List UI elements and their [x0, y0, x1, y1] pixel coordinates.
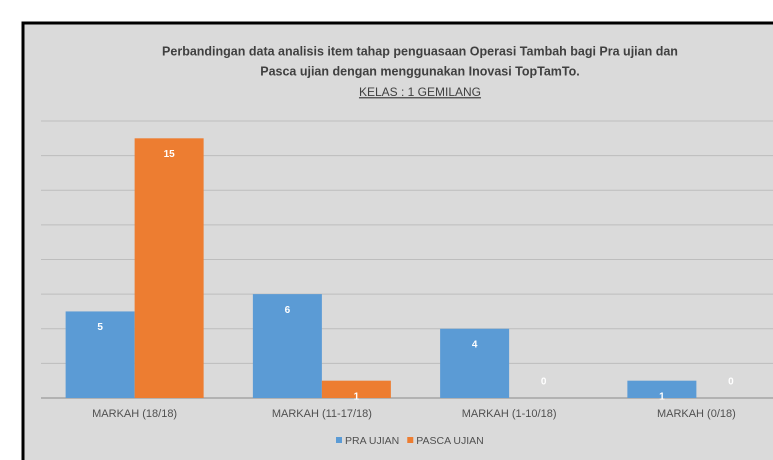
- x-tick-label: MARKAH (0/18): [657, 408, 736, 420]
- x-tick-label: MARKAH (1-10/18): [462, 408, 557, 420]
- x-tick-label: MARKAH (11-17/18): [272, 408, 372, 420]
- bar: [134, 138, 204, 398]
- bar: [440, 328, 510, 398]
- data-label: 15: [164, 149, 176, 160]
- bar: [252, 294, 322, 398]
- bar: [321, 380, 391, 398]
- data-label: 1: [354, 391, 360, 402]
- legend-label: PRA UJIAN: [345, 435, 399, 447]
- bar: [627, 380, 697, 398]
- data-label: 0: [541, 377, 547, 388]
- data-label: 5: [97, 322, 103, 333]
- data-label: 4: [472, 339, 478, 350]
- x-tick-label: MARKAH (18/18): [92, 408, 177, 420]
- chart-subtitle: KELAS : 1 GEMILANG: [359, 85, 481, 99]
- chart-title-line2: Pasca ujian dengan menggunakan Inovasi T…: [260, 64, 580, 78]
- legend-swatch: [336, 437, 342, 443]
- data-label: 6: [285, 305, 291, 316]
- data-label: 0: [728, 377, 734, 388]
- legend-label: PASCA UJIAN: [416, 435, 484, 447]
- chart-title: Perbandingan data analisis item tahap pe…: [162, 44, 678, 58]
- bar: [65, 311, 135, 398]
- data-label: 1: [659, 391, 665, 402]
- legend-swatch: [407, 437, 414, 443]
